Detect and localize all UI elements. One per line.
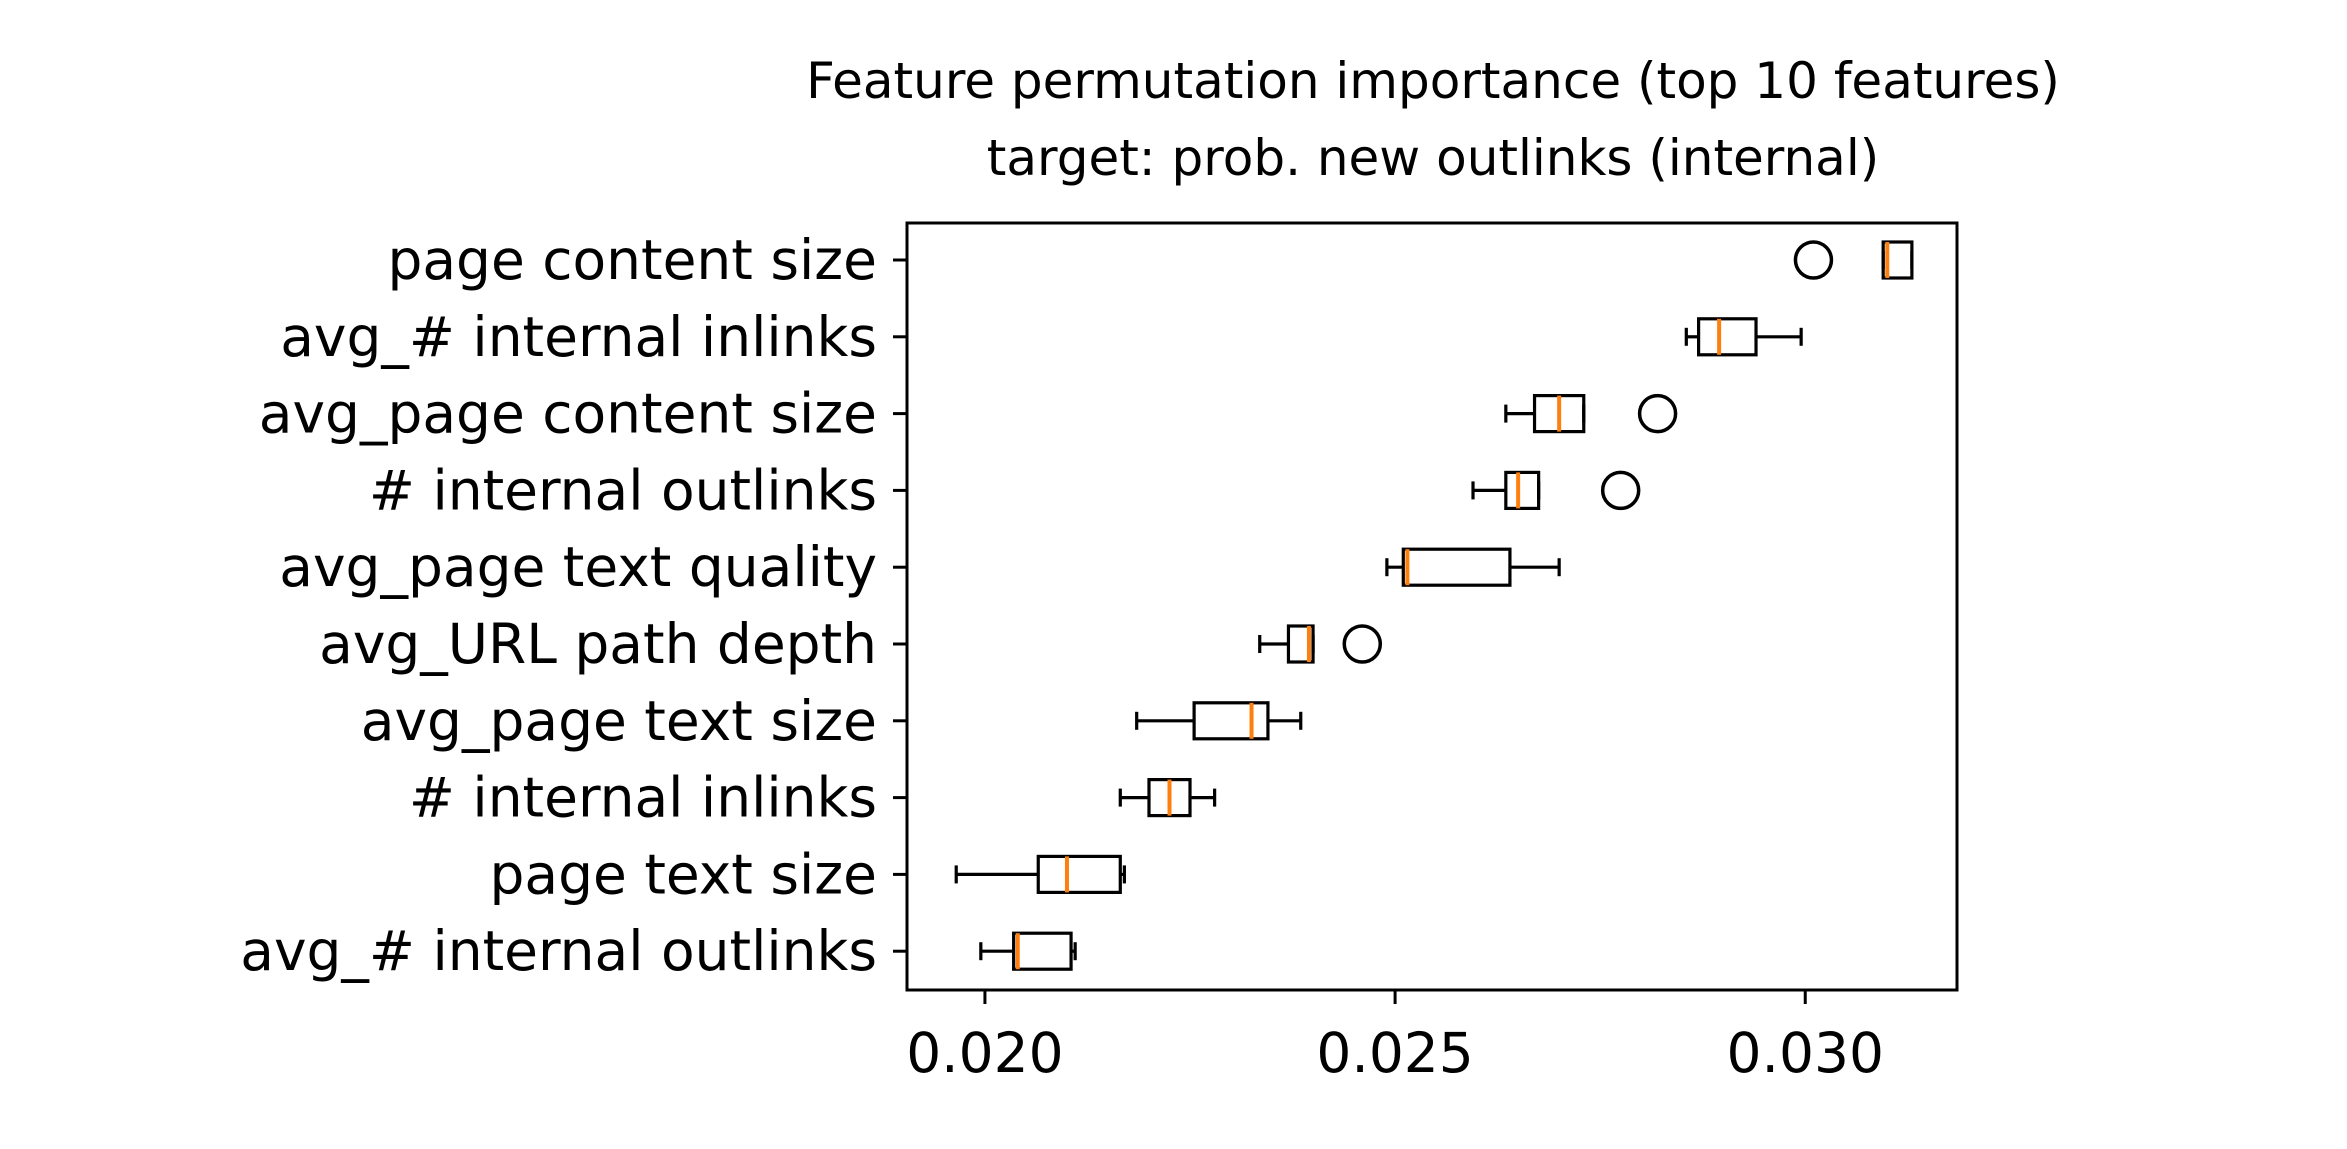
plot-frame bbox=[905, 221, 1959, 992]
box-4 bbox=[1471, 470, 1641, 511]
box-marks bbox=[893, 240, 1914, 1004]
outlier-point bbox=[1600, 470, 1641, 511]
box-3 bbox=[1504, 393, 1678, 434]
box-5 bbox=[1385, 547, 1561, 587]
y-tick-label: avg_# internal outlinks bbox=[240, 919, 877, 983]
y-tick-label: # internal outlinks bbox=[369, 458, 877, 522]
chart-title: Feature permutation importance (top 10 f… bbox=[806, 52, 2060, 110]
y-tick-label: avg_page content size bbox=[259, 382, 877, 446]
iqr-box bbox=[1036, 854, 1122, 895]
outlier-point bbox=[1342, 624, 1383, 664]
box-7 bbox=[1135, 701, 1303, 741]
box-10 bbox=[979, 931, 1077, 971]
y-tick-label: avg_# internal inlinks bbox=[280, 305, 877, 369]
box-6 bbox=[1258, 624, 1383, 664]
y-tick-label: page content size bbox=[387, 228, 877, 292]
y-tick-labels: page content size avg_# internal inlinks a… bbox=[240, 228, 877, 983]
iqr-box bbox=[1504, 470, 1541, 510]
iqr-box bbox=[1697, 317, 1758, 357]
iqr-box bbox=[1401, 547, 1512, 587]
x-tick-label: 0.025 bbox=[1316, 1021, 1473, 1085]
box-2 bbox=[1684, 317, 1803, 357]
x-tick-label: 0.030 bbox=[1727, 1021, 1884, 1085]
outlier-point bbox=[1637, 393, 1678, 434]
x-tick-labels: 0.020 0.025 0.030 bbox=[906, 1021, 1884, 1085]
box-1 bbox=[1793, 240, 1914, 280]
box-9 bbox=[954, 854, 1126, 895]
iqr-box bbox=[1012, 931, 1073, 971]
box-8 bbox=[1118, 777, 1217, 818]
outlier-point bbox=[1793, 240, 1834, 280]
chart-subtitle: target: prob. new outlinks (internal) bbox=[987, 129, 1879, 187]
y-tick-label: avg_page text size bbox=[361, 689, 877, 753]
iqr-box bbox=[1881, 240, 1914, 280]
y-tick-label: avg_page text quality bbox=[279, 535, 877, 599]
x-tick-label: 0.020 bbox=[906, 1021, 1063, 1085]
y-tick-label: avg_URL path depth bbox=[319, 612, 877, 676]
y-tick-label: page text size bbox=[489, 842, 877, 906]
y-tick-label: # internal inlinks bbox=[409, 766, 877, 830]
iqr-box bbox=[1286, 624, 1315, 664]
iqr-box bbox=[1192, 701, 1270, 741]
